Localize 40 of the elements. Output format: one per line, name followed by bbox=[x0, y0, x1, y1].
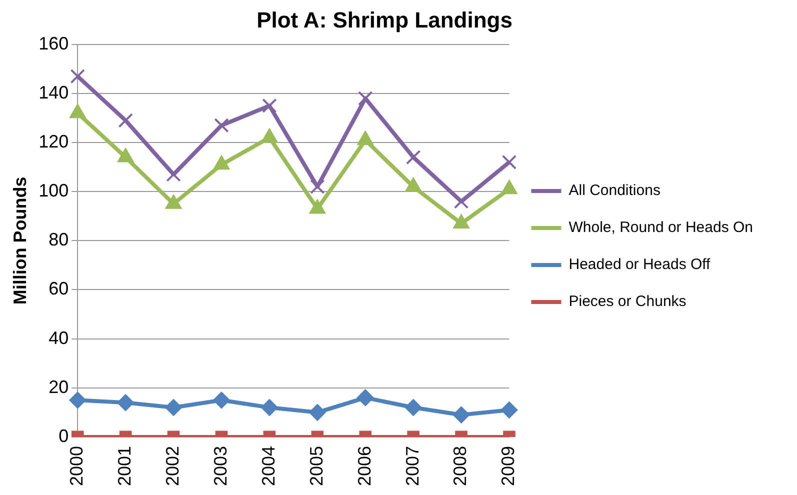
legend-label: Whole, Round or Heads On bbox=[568, 219, 754, 236]
y-tick-label: 40 bbox=[48, 328, 69, 348]
point bbox=[118, 113, 133, 128]
y-tick-label: 140 bbox=[38, 82, 69, 102]
x-tick-label: 2005 bbox=[306, 446, 326, 486]
point bbox=[213, 155, 230, 170]
point bbox=[310, 179, 325, 194]
point bbox=[452, 214, 470, 229]
point bbox=[70, 68, 85, 84]
y-tick-label: 20 bbox=[48, 376, 69, 397]
point bbox=[165, 194, 182, 209]
x-tick-label: 2008 bbox=[450, 446, 470, 486]
y-tick-label: 160 bbox=[38, 33, 69, 54]
x-tick-label: 2003 bbox=[210, 446, 230, 486]
x-tick-label: 2006 bbox=[354, 446, 374, 486]
x-tick-label: 2009 bbox=[498, 446, 518, 486]
chart-title: Plot A: Shrimp Landings bbox=[256, 7, 512, 32]
x-tick-label: 2001 bbox=[114, 446, 135, 486]
point bbox=[358, 91, 373, 106]
legend-label: Pieces or Chunks bbox=[568, 293, 686, 310]
y-axis-title: Million Pounds bbox=[10, 176, 30, 305]
point bbox=[309, 199, 326, 214]
point bbox=[500, 180, 518, 194]
x-tick-label: 2007 bbox=[402, 446, 422, 486]
point bbox=[405, 177, 422, 192]
x-tick-label: 2004 bbox=[258, 446, 278, 486]
point bbox=[406, 150, 421, 165]
x-tick-label: 2002 bbox=[162, 446, 183, 486]
point bbox=[502, 154, 517, 170]
point bbox=[262, 98, 277, 114]
x-tick-label: 2000 bbox=[66, 446, 87, 486]
y-tick-label: 0 bbox=[58, 426, 69, 446]
y-tick-label: 80 bbox=[48, 230, 69, 250]
y-tick-label: 60 bbox=[48, 278, 69, 299]
legend-label: Headed or Heads Off bbox=[568, 256, 712, 274]
point bbox=[214, 118, 229, 133]
legend-label: All Conditions bbox=[568, 182, 660, 200]
y-tick-label: 120 bbox=[38, 132, 69, 152]
point bbox=[454, 194, 469, 209]
y-tick-label: 100 bbox=[38, 180, 69, 201]
